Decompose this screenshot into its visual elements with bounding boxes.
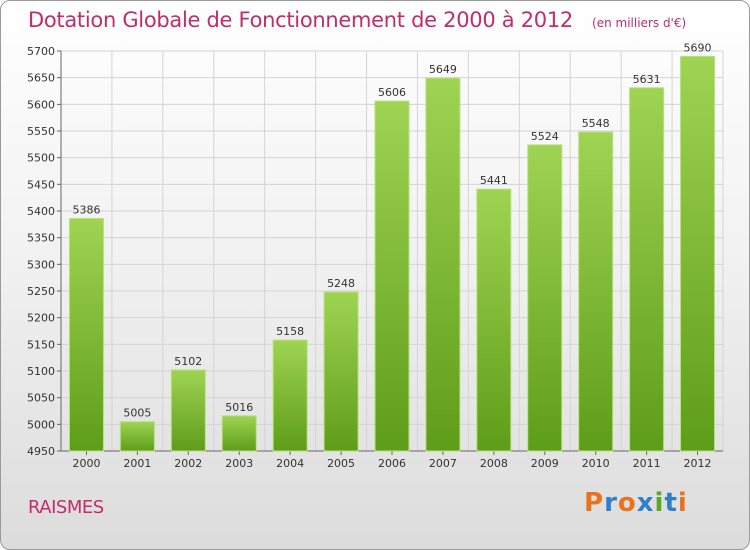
x-tick-label-2010: 2010 (582, 457, 610, 470)
proxiti-logo[interactable]: Proxiti (584, 488, 688, 518)
x-tick-label-2009: 2009 (531, 457, 559, 470)
data-label-2001: 5005 (123, 407, 151, 420)
bar-2008 (476, 188, 512, 452)
bar-2005 (323, 291, 359, 452)
y-tick-label: 5150 (27, 338, 55, 351)
data-label-2012: 5690 (684, 41, 712, 54)
y-tick-label: 4950 (27, 445, 55, 458)
y-tick-label: 5000 (27, 418, 55, 431)
y-tick-label: 5450 (27, 178, 55, 191)
logo-letter: o (617, 488, 637, 518)
y-tick-label: 5300 (27, 258, 55, 271)
data-label-2009: 5524 (531, 130, 559, 143)
data-label-2003: 5016 (225, 401, 253, 414)
bar-2010 (578, 131, 614, 452)
title-block: Dotation Globale de Fonctionnement de 20… (28, 8, 686, 32)
commune-name: RAISMES (28, 497, 104, 518)
x-tick-label-2011: 2011 (633, 457, 661, 470)
bars (68, 55, 716, 452)
y-tick-label: 5700 (27, 45, 55, 58)
logo-letter: t (664, 488, 678, 518)
bar-2000 (68, 217, 104, 452)
chart-title: Dotation Globale de Fonctionnement de 20… (28, 8, 573, 32)
data-label-2007: 5649 (429, 63, 457, 76)
x-tick-label-2007: 2007 (429, 457, 457, 470)
x-tick-label-2002: 2002 (174, 457, 202, 470)
bar-2011 (629, 87, 665, 452)
bar-2012 (680, 55, 716, 452)
x-tick-label-2004: 2004 (276, 457, 304, 470)
logo-letter: x (636, 488, 655, 518)
axes: 4950 5000 5050 5100 5150 5200 5250 5300 5350 5400… (27, 45, 723, 470)
y-tick-label: 5500 (27, 152, 55, 165)
y-tick-label: 5200 (27, 312, 55, 325)
logo-letter: i (654, 488, 665, 518)
y-tick-label: 5400 (27, 205, 55, 218)
bar-2009 (527, 144, 563, 452)
x-tick-label-2008: 2008 (480, 457, 508, 470)
x-tick-label-2001: 2001 (123, 457, 151, 470)
bar-2001 (119, 421, 155, 452)
data-label-2002: 5102 (174, 355, 202, 368)
data-label-2011: 5631 (633, 73, 661, 86)
bar-2003 (221, 415, 257, 452)
data-label-2005: 5248 (327, 277, 355, 290)
bar-2002 (170, 369, 206, 452)
x-tick-label-2006: 2006 (378, 457, 406, 470)
x-tick-label-2000: 2000 (72, 457, 100, 470)
logo-letter: P (584, 488, 605, 518)
data-labels: 5386 5005 5102 5016 5158 5248 5606 5649 5441 5524… (72, 41, 711, 419)
y-tick-label: 5550 (27, 125, 55, 138)
logo-letter: i (677, 488, 688, 518)
data-label-2006: 5606 (378, 86, 406, 99)
x-tick-label-2012: 2012 (684, 457, 712, 470)
y-tick-label: 5050 (27, 392, 55, 405)
y-tick-label: 5600 (27, 98, 55, 111)
y-tick-label: 5650 (27, 72, 55, 85)
bar-2004 (272, 339, 308, 452)
y-tick-label: 5350 (27, 232, 55, 245)
data-label-2000: 5386 (72, 203, 100, 216)
x-tick-label-2003: 2003 (225, 457, 253, 470)
data-label-2008: 5441 (480, 174, 508, 187)
bar-2006 (374, 100, 410, 452)
logo-letter: r (604, 488, 618, 518)
chart-subtitle: (en milliers d'€) (592, 16, 687, 30)
y-tick-label: 5100 (27, 365, 55, 378)
y-tick-label: 5250 (27, 285, 55, 298)
x-tick-label-2005: 2005 (327, 457, 355, 470)
data-label-2004: 5158 (276, 325, 304, 338)
data-label-2010: 5548 (582, 117, 610, 130)
bar-2007 (425, 77, 461, 452)
